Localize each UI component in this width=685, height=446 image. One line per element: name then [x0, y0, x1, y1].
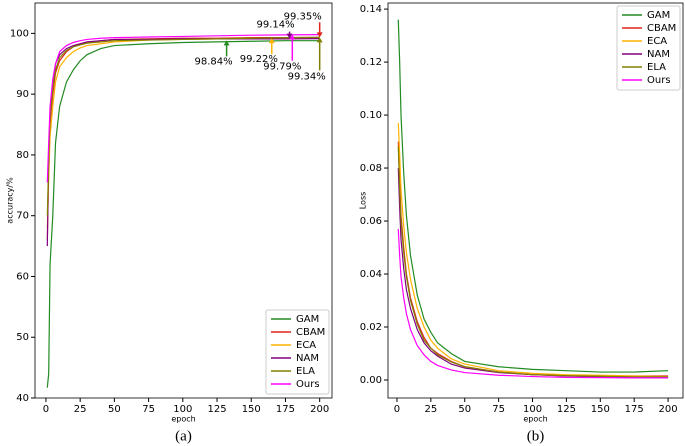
x-tick-label: 0 — [43, 404, 49, 415]
annotation-arrowhead — [316, 32, 323, 38]
x-axis-label: epoch — [523, 415, 547, 424]
annotation-text: 99.79% — [263, 62, 301, 73]
y-tick-label: 60 — [16, 271, 29, 282]
x-axis-label: epoch — [171, 415, 195, 424]
x-tick-label: 100 — [523, 404, 542, 415]
x-tick-label: 75 — [142, 404, 155, 415]
legend-label: NAM — [647, 49, 670, 60]
y-tick-label: 0.04 — [360, 269, 382, 280]
y-tick-label: 100 — [10, 28, 29, 39]
y-tick-label: 0.14 — [360, 4, 382, 15]
annotation-text: 99.22% — [240, 54, 278, 65]
annotation-arrowhead — [289, 34, 296, 40]
annotation-arrowhead — [316, 37, 323, 43]
caption: (b) — [527, 428, 545, 444]
legend-label: ELA — [647, 62, 666, 73]
x-tick-label: 175 — [625, 404, 644, 415]
annotation-text: 98.84% — [195, 56, 233, 67]
legend-label: Ours — [296, 379, 320, 390]
y-tick-label: 50 — [16, 332, 29, 343]
legend-label: ELA — [296, 366, 315, 377]
annotation-text: 99.35% — [284, 11, 322, 22]
x-tick-label: 50 — [108, 404, 121, 415]
series-line — [46, 34, 320, 183]
plot-frame — [34, 2, 333, 399]
legend-label: Ours — [647, 75, 671, 86]
y-tick-label: 70 — [16, 211, 29, 222]
series-line — [46, 40, 320, 388]
annotation-text: 99.34% — [288, 71, 326, 82]
series-line — [397, 122, 669, 378]
series-line — [397, 146, 669, 378]
x-tick-label: 150 — [242, 404, 261, 415]
legend-label: ECA — [647, 36, 667, 47]
y-tick-label: 0.12 — [360, 57, 382, 68]
x-tick-label: 50 — [458, 404, 471, 415]
x-tick-label: 125 — [207, 404, 226, 415]
x-tick-label: 150 — [591, 404, 610, 415]
annotation-arrowhead — [223, 40, 230, 46]
y-axis-label: accuracy/% — [6, 177, 15, 224]
caption: (a) — [175, 428, 192, 444]
y-tick-label: 0.10 — [360, 110, 382, 121]
x-tick-label: 125 — [557, 404, 576, 415]
x-tick-label: 100 — [173, 404, 192, 415]
legend-label: GAM — [296, 314, 319, 325]
series-line — [397, 228, 669, 379]
series-line — [397, 141, 669, 377]
y-tick-label: 0.00 — [360, 375, 382, 386]
legend-label: GAM — [647, 10, 670, 21]
plot-frame — [387, 2, 684, 399]
x-tick-label: 175 — [276, 404, 295, 415]
x-tick-label: 75 — [492, 404, 505, 415]
x-tick-label: 25 — [74, 404, 87, 415]
x-tick-label: 200 — [659, 404, 678, 415]
series-line — [46, 36, 320, 216]
legend-label: NAM — [296, 353, 319, 364]
y-tick-label: 0.06 — [360, 216, 382, 227]
x-tick-label: 25 — [424, 404, 437, 415]
legend-label: CBAM — [647, 23, 676, 34]
y-tick-label: 0.02 — [360, 322, 382, 333]
y-axis-label: Loss — [359, 192, 368, 210]
legend-label: ECA — [296, 340, 316, 351]
legend-box — [265, 309, 330, 395]
y-tick-label: 80 — [16, 150, 29, 161]
y-tick-label: 90 — [16, 89, 29, 100]
y-tick-label: 40 — [16, 393, 29, 404]
annotation-arrowhead — [286, 33, 293, 39]
x-tick-label: 200 — [310, 404, 329, 415]
y-tick-label: 0.08 — [360, 163, 382, 174]
x-tick-label: 0 — [394, 404, 400, 415]
legend-box — [616, 5, 681, 91]
series-line — [397, 168, 669, 378]
annotation-arrowhead — [268, 38, 275, 44]
series-line — [397, 19, 669, 373]
annotation-text: 99.14% — [257, 20, 295, 31]
legend-label: CBAM — [296, 327, 325, 338]
